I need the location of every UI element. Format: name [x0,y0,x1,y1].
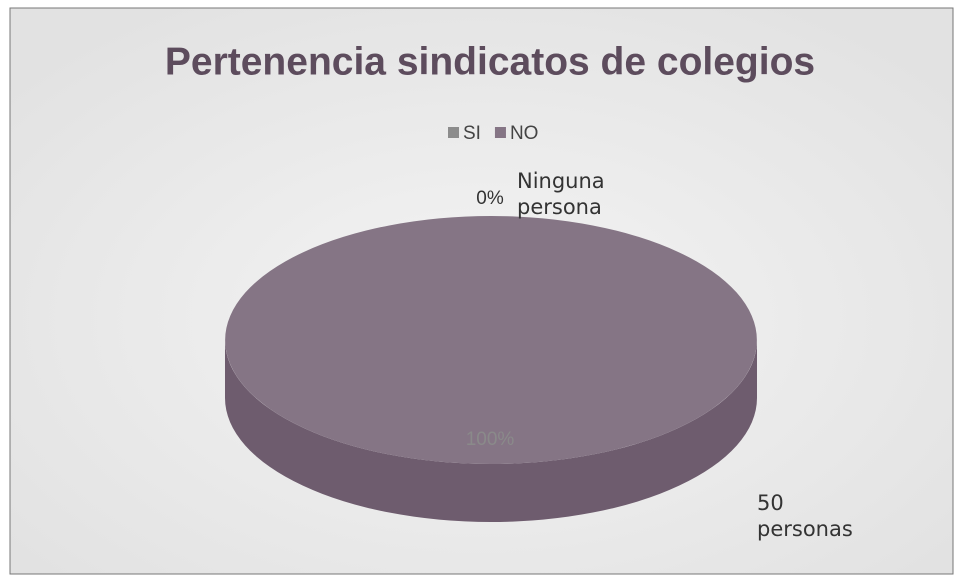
pie-slice-side [225,340,757,522]
legend-label: SI [463,123,481,144]
point-label: 50 personas [757,491,853,541]
legend-label: NO [510,123,539,144]
value-label: 0% [476,188,504,209]
point-label: Ninguna persona [517,169,605,219]
pie-slice [225,216,757,464]
value-label: 100% [466,429,515,450]
legend-swatch [448,127,459,138]
chart-title: Pertenencia sindicatos de colegios [165,40,815,83]
legend-swatch [494,127,506,138]
